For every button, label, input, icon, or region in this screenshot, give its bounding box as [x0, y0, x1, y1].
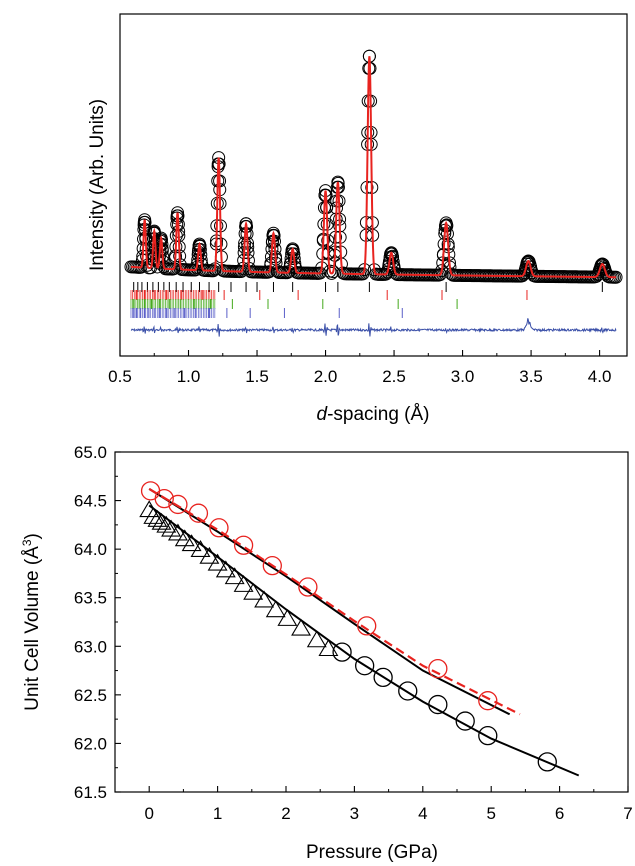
circle-point — [154, 488, 174, 509]
difference-curve — [130, 318, 617, 337]
calculated-profile-line — [130, 56, 617, 279]
diffraction-x-ticks: 0.5 1.0 1.5 2.0 2.5 3.0 3.5 4.0 — [108, 350, 611, 386]
triangle-point — [224, 567, 245, 585]
reflection-row — [130, 299, 458, 309]
circle-point — [373, 667, 393, 688]
y-tick-label: 65.0 — [74, 443, 107, 462]
triangle-point — [143, 507, 164, 524]
x-tick-label: 2.0 — [314, 367, 338, 386]
triangle-point — [306, 630, 327, 648]
diffraction-y-axis-title: Intensity (Arb. Units) — [87, 99, 108, 271]
observed-peak-point — [525, 266, 539, 280]
fit-line — [148, 488, 511, 716]
reflection-row — [133, 282, 603, 292]
reflection-row — [130, 308, 403, 318]
x-axis-title-italic: d — [317, 404, 329, 425]
diffraction-data — [124, 49, 623, 337]
x-tick-label: 0 — [144, 804, 153, 823]
circle-point — [455, 711, 475, 731]
diffraction-plot-frame — [119, 13, 628, 357]
triangle-point — [147, 509, 168, 527]
triangle-point — [215, 560, 236, 578]
volume-panel: 0 1 2 3 4 5 6 7 61.5 62.0 62.5 63.0 63.5 64.0 64.5 65.0… — [20, 443, 633, 863]
x-tick-label: 1.0 — [177, 367, 201, 386]
circle-point — [332, 642, 352, 662]
triangle-point — [291, 618, 312, 636]
triangle-point — [156, 515, 177, 533]
circle-point — [428, 658, 448, 679]
triangle-point — [181, 534, 202, 552]
x-tick-label: 2 — [281, 804, 290, 823]
y-tick-label: 64.0 — [74, 540, 107, 559]
triangle-point — [174, 529, 195, 547]
x-tick-label: 6 — [555, 804, 564, 823]
triangle-point — [254, 590, 275, 608]
triangle-point — [318, 639, 339, 657]
circle-point — [188, 503, 209, 523]
x-axis-title-rest: -spacing (Å) — [327, 404, 429, 425]
triangle-point — [243, 582, 264, 600]
triangle-point — [190, 540, 211, 557]
volume-y-axis-title: Unit Cell Volume (Å3) — [20, 533, 43, 711]
diffraction-x-axis-title: d-spacing (Å) — [317, 404, 430, 425]
y-tick-label: 61.5 — [74, 783, 107, 802]
circle-point — [355, 656, 375, 676]
observed-peak-point — [521, 254, 535, 268]
volume-axis-ticks: 0 1 2 3 4 5 6 7 61.5 62.0 62.5 63.0 63.5 64.0 64.5 65.0 — [74, 443, 633, 823]
x-tick-label: 7 — [623, 804, 632, 823]
x-tick-label: 1 — [213, 804, 222, 823]
x-tick-label: 3.0 — [451, 367, 475, 386]
y-axis-title-superscript: 3 — [20, 539, 34, 546]
fit-line — [148, 487, 521, 716]
circle-point — [262, 556, 282, 576]
x-tick-label: 1.5 — [245, 367, 269, 386]
circle-point — [428, 694, 448, 715]
volume-series — [139, 500, 339, 657]
volume-series — [332, 642, 557, 772]
y-tick-label: 62.5 — [74, 686, 107, 705]
volume-plot-frame — [114, 451, 629, 793]
x-tick-label: 3.5 — [519, 367, 543, 386]
x-tick-label: 2.5 — [382, 367, 406, 386]
y-axis-title-suffix: ) — [22, 533, 43, 539]
x-tick-label: 5 — [486, 804, 495, 823]
triangle-point — [207, 553, 228, 571]
volume-data-points — [139, 481, 557, 772]
triangle-point — [151, 512, 172, 530]
x-tick-label: 0.5 — [108, 367, 132, 386]
circle-point — [233, 535, 254, 555]
circle-point — [478, 691, 498, 711]
triangle-point — [233, 575, 254, 592]
y-axis-title-prefix: Unit Cell Volume (Å — [22, 546, 43, 711]
y-tick-label: 64.5 — [74, 492, 107, 511]
x-tick-label: 4.0 — [588, 367, 612, 386]
fit-line — [148, 504, 580, 777]
x-tick-label: 3 — [350, 804, 359, 823]
diffraction-panel: 0.5 1.0 1.5 2.0 2.5 3.0 3.5 4.0 Intensity (Arb.… — [87, 13, 628, 425]
volume-fit-lines — [148, 487, 580, 777]
circle-point — [298, 577, 318, 597]
volume-x-axis-title: Pressure (GPa) — [306, 842, 438, 863]
observed-peak-point — [599, 267, 613, 281]
circle-point — [398, 681, 418, 701]
circle-point — [478, 726, 498, 746]
reflection-row — [130, 290, 528, 300]
y-tick-label: 63.5 — [74, 589, 107, 608]
circle-point — [168, 494, 188, 515]
circle-point — [537, 752, 557, 772]
triangle-point — [265, 600, 286, 618]
circle-point — [209, 518, 229, 538]
circle-point — [357, 616, 377, 636]
y-tick-label: 63.0 — [74, 637, 107, 656]
y-tick-label: 62.0 — [74, 734, 107, 753]
triangle-point — [277, 609, 298, 626]
volume-series — [140, 481, 498, 711]
triangle-point — [167, 523, 188, 541]
triangle-point — [199, 546, 220, 564]
x-tick-label: 4 — [418, 804, 427, 823]
